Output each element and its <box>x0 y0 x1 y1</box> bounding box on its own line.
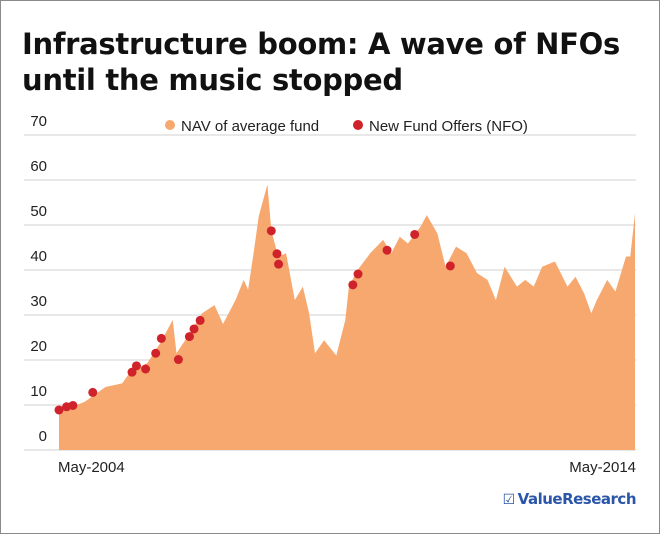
nfo-point-3 <box>88 387 98 397</box>
nfo-point-10 <box>184 332 194 342</box>
nfo-point-15 <box>274 259 284 269</box>
nfo-point-18 <box>382 245 392 255</box>
x-tick-label-start: May-2004 <box>58 459 125 476</box>
checkbox-icon: ☑ <box>502 492 516 508</box>
nfo-point-2 <box>68 400 78 410</box>
nfo-point-9 <box>173 355 183 365</box>
nfo-point-19 <box>410 229 420 239</box>
legend-nfo-swatch <box>353 120 363 130</box>
legend-nav-label: NAV of average fund <box>181 118 319 135</box>
nfo-point-14 <box>272 249 282 259</box>
nfo-point-20 <box>445 261 455 271</box>
y-tick-label-10: 10 <box>30 383 47 400</box>
legend: NAV of average fund New Fund Offers (NFO… <box>165 118 528 135</box>
y-tick-label-40: 40 <box>30 248 47 265</box>
logo-text: ValueResearch <box>517 490 637 508</box>
nfo-point-16 <box>348 280 358 290</box>
nfo-point-0 <box>54 405 64 415</box>
y-tick-label-0: 0 <box>39 428 47 445</box>
y-tick-label-70: 70 <box>30 113 47 130</box>
x-tick-label-end: May-2014 <box>569 459 636 476</box>
nfo-point-5 <box>131 361 141 371</box>
nfo-point-11 <box>189 324 199 334</box>
y-tick-label-60: 60 <box>30 158 47 175</box>
y-tick-label-30: 30 <box>30 293 47 310</box>
nfo-point-17 <box>353 269 363 279</box>
value-research-logo: ☑ ValueResearch <box>502 490 637 508</box>
legend-nfo-label: New Fund Offers (NFO) <box>369 118 528 135</box>
chart-title: Infrastructure boom: A wave of NFOs unti… <box>22 27 620 97</box>
y-tick-label-20: 20 <box>30 338 47 355</box>
nfo-point-6 <box>141 364 151 374</box>
nfo-point-7 <box>151 348 161 358</box>
nfo-point-13 <box>266 226 276 236</box>
legend-nav-swatch <box>165 120 175 130</box>
nfo-point-8 <box>156 333 166 343</box>
nfo-point-12 <box>195 315 205 325</box>
y-tick-label-50: 50 <box>30 203 47 220</box>
nfo-point-4 <box>127 367 137 377</box>
nav-area <box>59 184 635 450</box>
